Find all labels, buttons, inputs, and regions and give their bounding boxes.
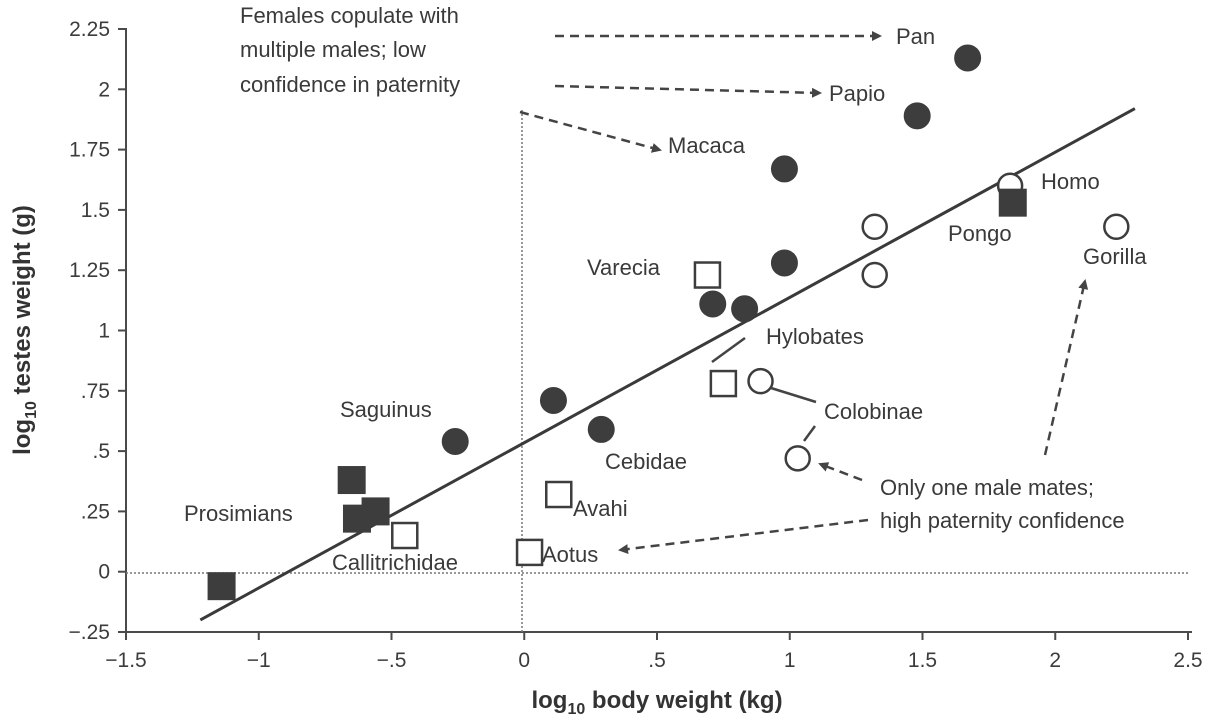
y-tick-label-9: 2 xyxy=(98,78,110,101)
arrow-to-aotus xyxy=(618,518,869,555)
y-tick-label-1: 0 xyxy=(98,561,110,584)
y-tick-label-4: .75 xyxy=(81,380,110,403)
regression-line xyxy=(199,107,1136,622)
x-axis-title-main: log xyxy=(531,687,567,714)
annotation-multi-male-line-1: Females copulate with xyxy=(240,3,459,28)
label-gorilla: Gorilla xyxy=(1083,244,1147,269)
label-prosimians: Prosimians xyxy=(184,501,293,526)
label-cebidae: Cebidae xyxy=(605,449,687,474)
open-circle-point-3 xyxy=(1103,213,1130,241)
x-tick-label-5: 1 xyxy=(784,649,796,672)
filled-square-point-4 xyxy=(207,572,236,601)
x-axis-ticks: −1.5 −1 −.5 0 .5 1 1.5 2 2.5 xyxy=(105,632,1203,672)
annotation-single-male: Only one male mates; high paternity conf… xyxy=(880,475,1125,533)
annotation-arrows xyxy=(519,31,1089,555)
y-tick-label-5: 1 xyxy=(98,320,110,343)
open-circle-point-0 xyxy=(861,213,888,241)
y-tick-label-2: .25 xyxy=(81,500,110,523)
filled-circle-point-3 xyxy=(770,249,798,277)
hylobates-leader-line xyxy=(711,336,746,364)
arrow-to-papio xyxy=(554,84,822,98)
y-axis-title-main: log xyxy=(9,419,36,455)
x-axis-title-subscript: 10 xyxy=(567,701,585,718)
data-points xyxy=(207,44,1130,601)
x-axis-title-rest: body weight (kg) xyxy=(585,687,782,714)
x-tick-label-8: 2.5 xyxy=(1173,649,1202,672)
open-circle-point-4 xyxy=(747,367,774,395)
y-axis-title-subscript: 10 xyxy=(23,401,40,419)
arrow-to-gorilla xyxy=(1043,279,1089,456)
open-square-point-0 xyxy=(693,261,722,289)
label-aotus: Aotus xyxy=(542,542,598,567)
label-hylobates: Hylobates xyxy=(766,324,864,349)
x-axis-title: log10 body weight (kg) xyxy=(531,687,782,718)
annotation-multi-male-line-3: confidence in paternity xyxy=(240,72,460,97)
annotation-multi-male: Females copulate with multiple males; lo… xyxy=(240,3,460,97)
open-circle-point-5 xyxy=(784,445,811,472)
y-tick-label-6: 1.25 xyxy=(69,259,110,282)
x-tick-label-1: −1 xyxy=(247,649,271,672)
filled-square-point-3 xyxy=(342,504,371,533)
x-tick-label-7: 2 xyxy=(1049,649,1061,672)
x-tick-label-6: 1.5 xyxy=(908,649,937,672)
y-tick-label-10: 2.25 xyxy=(69,18,110,41)
label-pan: Pan xyxy=(896,24,935,49)
label-saguinus: Saguinus xyxy=(340,397,432,422)
taxon-labels: Pan Papio Macaca Homo Pongo Gorilla Vare… xyxy=(184,24,1147,575)
filled-circle-point-6 xyxy=(539,386,567,414)
colobinae-leader-line-upper xyxy=(770,386,817,404)
y-tick-label-8: 1.75 xyxy=(69,139,110,162)
filled-square-point-1 xyxy=(337,466,366,495)
filled-circle-point-1 xyxy=(903,102,931,130)
x-tick-label-4: .5 xyxy=(648,649,666,672)
open-square-point-3 xyxy=(391,521,419,550)
annotation-single-male-line-1: Only one male mates; xyxy=(880,475,1094,500)
y-tick-label-3: .5 xyxy=(92,440,110,463)
x-tick-label-0: −1.5 xyxy=(105,649,146,672)
x-tick-label-3: 0 xyxy=(518,649,530,672)
y-axis-title-rest: testes weight (g) xyxy=(9,205,36,401)
open-square-point-1 xyxy=(709,369,738,398)
filled-circle-point-4 xyxy=(699,290,727,318)
label-colobinae: Colobinae xyxy=(824,399,923,424)
filled-circle-point-0 xyxy=(954,44,982,72)
label-pongo: Pongo xyxy=(948,221,1012,246)
y-tick-label-0: −.25 xyxy=(69,621,110,644)
filled-circle-point-7 xyxy=(587,415,615,443)
filled-square-point-0 xyxy=(998,188,1027,217)
open-square-point-2 xyxy=(545,480,573,509)
label-avahi: Avahi xyxy=(573,496,628,521)
colobinae-leader-line-lower xyxy=(802,425,817,442)
filled-circle-point-8 xyxy=(441,427,469,455)
y-axis-title: log10 testes weight (g) xyxy=(9,205,40,455)
x-tick-label-2: −.5 xyxy=(377,649,407,672)
filled-circle-point-2 xyxy=(770,155,798,183)
arrow-to-macaca xyxy=(519,110,662,153)
label-papio: Papio xyxy=(829,81,885,106)
y-tick-label-7: 1.5 xyxy=(81,199,110,222)
annotation-multi-male-line-2: multiple males; low xyxy=(240,37,426,62)
arrow-to-colobinae xyxy=(818,462,863,482)
label-callitrichidae: Callitrichidae xyxy=(332,550,458,575)
annotation-single-male-line-2: high paternity confidence xyxy=(880,508,1125,533)
open-square-point-4 xyxy=(515,538,544,567)
open-circle-point-1 xyxy=(861,261,888,289)
label-varecia: Varecia xyxy=(587,255,661,280)
filled-circle-point-5 xyxy=(731,295,759,323)
y-axis-ticks: −.25 0 .25 .5 .75 1 1.25 1.5 1.75 2 2.25 xyxy=(69,18,126,644)
label-macaca: Macaca xyxy=(668,133,746,158)
label-homo: Homo xyxy=(1041,169,1100,194)
leader-lines xyxy=(711,336,817,442)
